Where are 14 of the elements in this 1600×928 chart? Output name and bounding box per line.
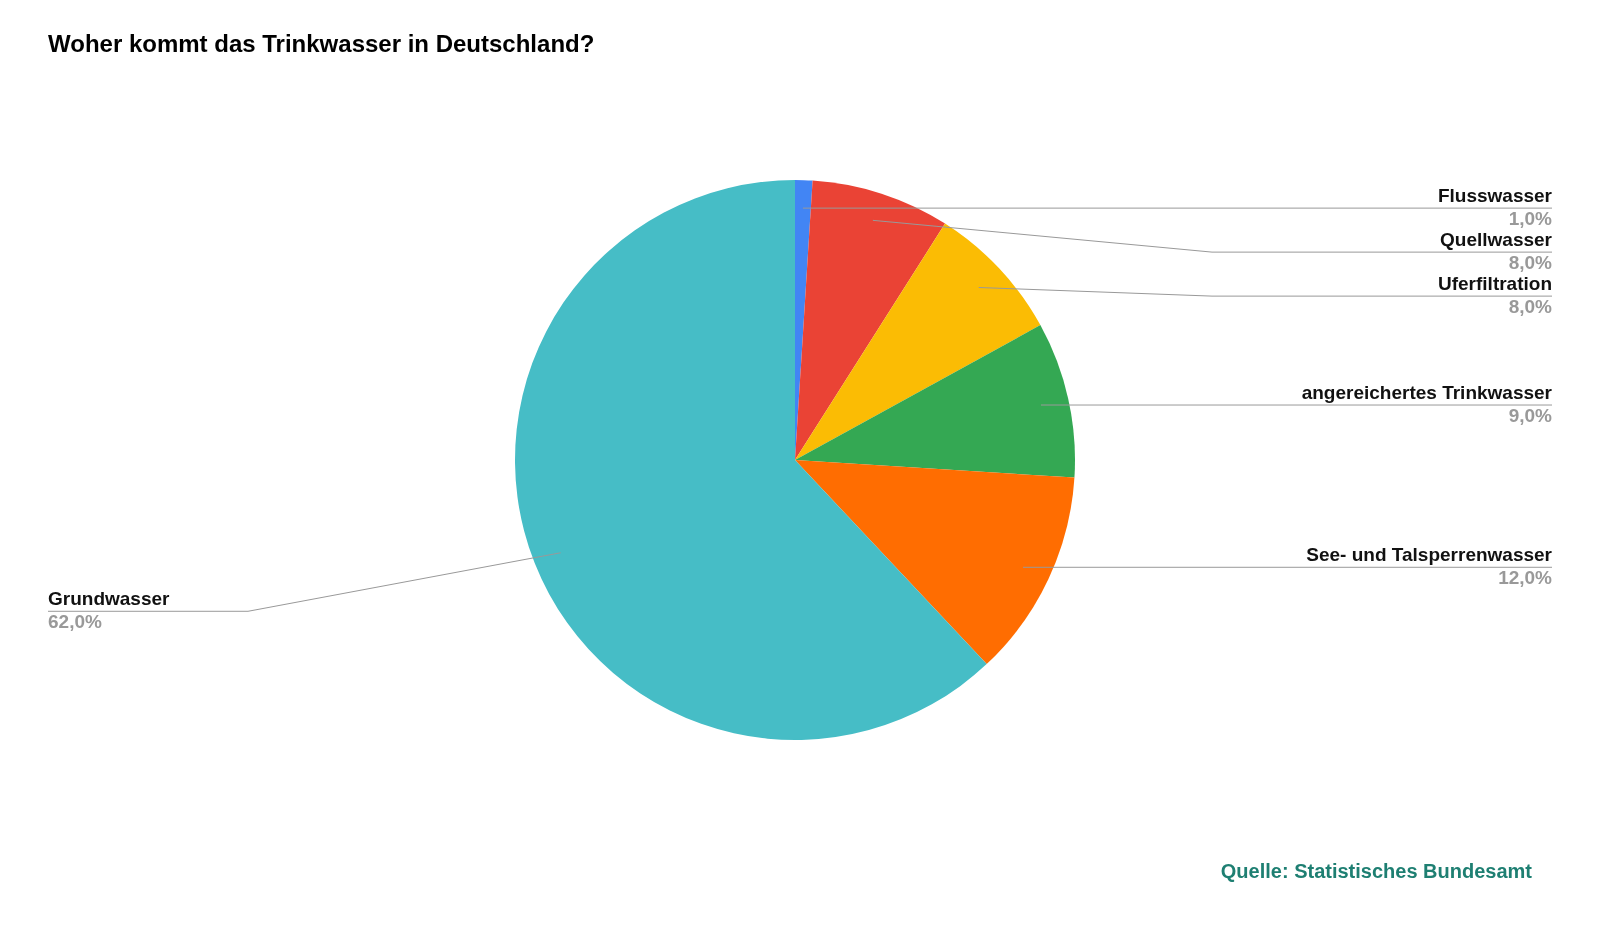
source-note: Quelle: Statistisches Bundesamt [1219,860,1533,883]
data-label: 62,0% [48,611,102,633]
data-label: 8,0% [1508,251,1553,273]
data-label: 12,0% [1498,567,1553,589]
slice-label: Flusswasser [1437,184,1553,206]
slice-label: Uferfiltration [1438,272,1552,294]
slice-label: See- und Talsperrenwasser [1306,544,1553,566]
slice-label: Quellwasser [1440,228,1553,250]
data-label: 9,0% [1508,404,1553,426]
slice-label: angereichertes Trinkwasser [1301,381,1553,403]
data-label: 8,0% [1508,295,1553,317]
slice-label: Grundwasser [48,588,171,610]
chart-title: Woher kommt das Trinkwasser in Deutschland? [47,29,596,59]
data-label: 1,0% [1508,207,1553,229]
